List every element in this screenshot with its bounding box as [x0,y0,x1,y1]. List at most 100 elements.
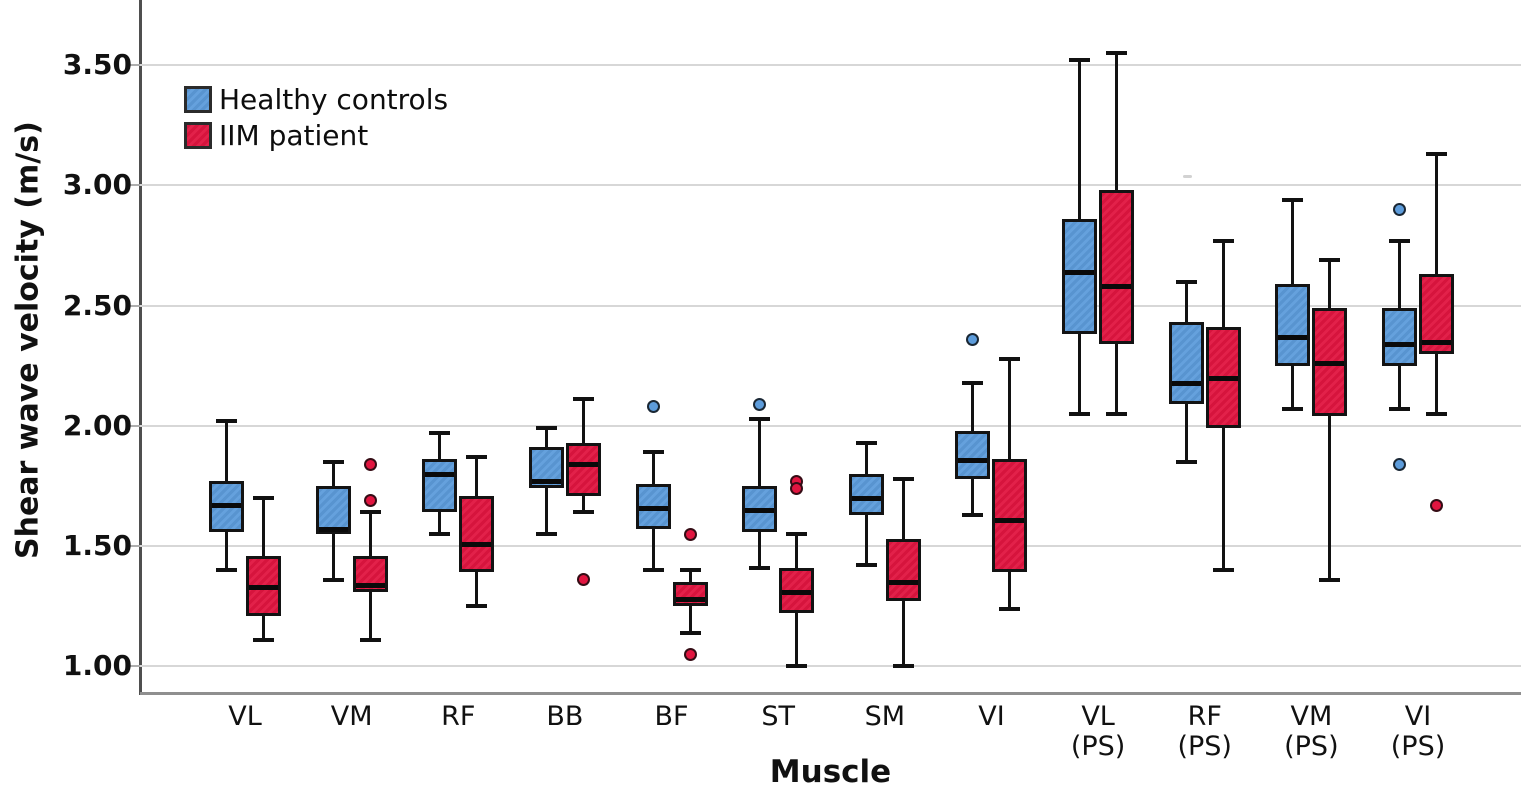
iim-patient-rf-ps-lower-whisker-cap [1212,568,1234,573]
iim-patient-vm-ps-upper-whisker-cap [1319,257,1341,262]
healthy-controls-vl-ps-median [1065,270,1095,276]
healthy-controls-vi-box [955,430,991,479]
gridline-3.00 [140,184,1521,187]
iim-patient-swatch [184,122,212,149]
x-tick-label-bb: BB [546,701,584,732]
healthy-controls-vi-upper-whisker-cap [962,380,984,385]
iim-patient-vm-ps-lower-whisker-cap [1319,577,1341,582]
iim-patient-vl-upper-whisker-cap [253,495,274,500]
healthy-controls-sm-upper-whisker [864,442,868,474]
iim-patient-vi-upper-whisker [1008,358,1012,460]
healthy-controls-bf-upper-whisker [651,452,655,484]
y-tick-2.50 [129,304,140,307]
iim-patient-rf-box [459,495,495,573]
iim-patient-rf-ps-upper-whisker-cap [1212,238,1234,243]
healthy-controls-vm-ps-box [1275,283,1311,366]
iim-patient-sm-lower-whisker-cap [892,664,914,669]
healthy-controls-bf-lower-whisker [651,529,655,571]
iim-patient-vm-outlier-2 [363,493,377,507]
healthy-controls-vi-ps-median [1385,342,1414,348]
iim-patient-vl-lower-whisker-cap [253,637,274,642]
iim-patient-bb-upper-whisker-cap [572,397,594,402]
healthy-controls-rf-ps-median [1171,380,1201,386]
y-tick-1.50 [129,545,140,548]
iim-patient-vi-lower-whisker [1008,572,1012,609]
y-axis-line [139,0,142,695]
x-tick-label-sm: SM [864,701,906,732]
healthy-controls-vi-lower-whisker-cap [962,512,984,517]
y-tick-label-2.00: 2.00 [62,408,132,442]
healthy-controls-vm-ps-upper-whisker [1291,199,1295,284]
iim-patient-bb-lower-whisker-cap [572,510,594,515]
healthy-controls-st-lower-whisker-cap [749,565,771,570]
healthy-controls-vi-ps-outlier-2 [1393,457,1406,471]
iim-patient-vi-ps-upper-whisker [1435,154,1438,275]
iim-patient-sm-box [885,538,921,602]
x-tick-label-st: ST [761,701,795,732]
x-tick-label-vl: VL [228,701,262,732]
iim-patient-vi-box [992,459,1028,573]
iim-patient-vl-box [246,555,281,616]
healthy-controls-bb-box [528,447,564,489]
gridline-3.50 [140,64,1521,67]
healthy-controls-vl-ps-lower-whisker [1078,334,1082,414]
legend-item-iim-patient: IIM patient [184,120,448,151]
healthy-controls-rf-upper-whisker [438,433,442,460]
healthy-controls-vi-outlier-1 [966,332,980,346]
healthy-controls-vi-upper-whisker [971,382,975,431]
legend-label-healthy-controls: Healthy controls [219,83,449,116]
healthy-controls-bf-outlier-1 [646,400,660,414]
healthy-controls-vi-lower-whisker [971,478,975,515]
iim-patient-st-upper-whisker [795,534,799,568]
healthy-controls-vm-ps-median [1278,334,1308,340]
iim-patient-vm-ps-median [1315,361,1345,367]
healthy-controls-rf-ps-box [1168,322,1204,405]
x-tick-label-vl-ps: VL (PS) [1070,701,1126,762]
iim-patient-sm-lower-whisker [901,601,905,667]
iim-patient-vm-ps-lower-whisker [1328,416,1332,580]
gridline-2.00 [140,424,1521,427]
healthy-controls-vi-ps-upper-whisker-cap [1389,238,1410,243]
healthy-controls-vm-lower-whisker-cap [322,577,344,582]
y-tick-3.00 [129,184,140,187]
iim-patient-vl-ps-upper-whisker-cap [1106,51,1128,56]
iim-patient-st-median [782,589,812,595]
x-tick-label-vi-ps: VI (PS) [1390,701,1446,762]
healthy-controls-vl-lower-whisker-cap [216,568,237,573]
healthy-controls-vl-upper-whisker-cap [216,419,237,424]
gridline-2.50 [140,304,1521,307]
iim-patient-bb-upper-whisker [581,399,585,443]
healthy-controls-st-lower-whisker [758,531,762,568]
healthy-controls-vm-median [318,527,348,533]
y-tick-label-3.50: 3.50 [62,48,132,82]
iim-patient-bf-lower-whisker-cap [679,630,701,635]
y-tick-label-1.50: 1.50 [62,529,132,563]
healthy-controls-rf-box [422,459,458,513]
healthy-controls-vl-ps-upper-whisker-cap [1069,58,1091,63]
iim-patient-vl-upper-whisker [262,497,265,556]
iim-patient-vl-ps-box [1099,190,1135,345]
y-tick-label-1.00: 1.00 [62,649,132,683]
healthy-controls-vl-lower-whisker [225,531,228,571]
iim-patient-vi-upper-whisker-cap [999,356,1021,361]
iim-patient-bb-median [568,462,598,468]
healthy-controls-rf-median [425,472,455,477]
iim-patient-vi-lower-whisker-cap [999,606,1021,611]
healthy-controls-vi-ps-box [1382,308,1417,366]
iim-patient-bf-outlier-2 [683,647,697,661]
healthy-controls-vm-ps-lower-whisker [1291,365,1295,409]
healthy-controls-vl-median [212,503,241,509]
healthy-controls-vm-ps-lower-whisker-cap [1282,406,1304,411]
iim-patient-bf-lower-whisker [688,606,692,633]
iim-patient-bf-median [675,597,705,603]
iim-patient-rf-ps-lower-whisker [1221,428,1225,571]
healthy-controls-vl-box [209,481,244,532]
healthy-controls-sm-lower-whisker [864,514,868,566]
iim-patient-vm-lower-whisker [368,591,372,640]
iim-patient-st-lower-whisker [795,613,799,667]
healthy-controls-st-median [745,508,775,514]
healthy-controls-bb-median [531,479,561,485]
healthy-controls-vl-ps-lower-whisker-cap [1069,411,1091,416]
healthy-controls-bf-lower-whisker-cap [642,568,664,573]
iim-patient-vm-lower-whisker-cap [359,637,381,642]
